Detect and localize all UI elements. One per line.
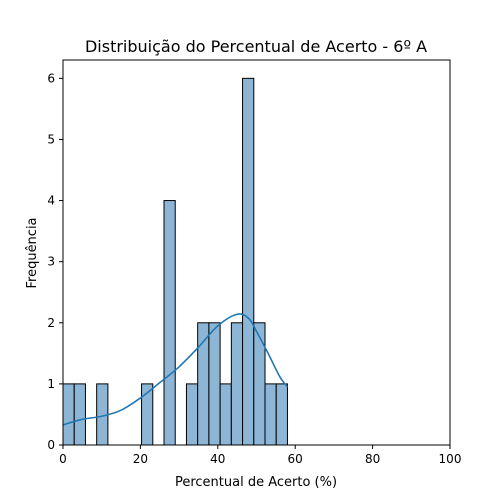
x-tick-label: 60 <box>288 452 303 466</box>
y-tick-label: 1 <box>47 377 55 391</box>
x-axis-label: Percentual de Acerto (%) <box>175 475 337 490</box>
histogram-bar <box>275 383 288 446</box>
y-tick-label: 3 <box>47 255 55 269</box>
y-axis-label: Frequência <box>25 217 40 288</box>
y-tick-label: 0 <box>47 438 55 452</box>
x-axis-ticks: 0 20 40 60 80 100 <box>59 445 461 466</box>
y-tick-label: 4 <box>47 194 55 208</box>
y-tick-label: 5 <box>47 132 55 146</box>
histogram-bar <box>264 383 277 446</box>
x-tick-label: 20 <box>133 452 148 466</box>
histogram-bar <box>208 322 221 446</box>
histogram-bar <box>253 322 266 446</box>
y-axis-ticks: 0 1 2 3 4 5 6 <box>47 71 63 452</box>
histogram-bar <box>62 383 75 446</box>
y-tick-label: 2 <box>47 316 55 330</box>
histogram-bar <box>185 383 199 446</box>
histogram-bar <box>230 322 244 446</box>
y-tick-label: 6 <box>47 71 55 85</box>
histogram-bar <box>73 383 86 446</box>
histogram-bar <box>163 200 176 446</box>
x-tick-label: 0 <box>59 452 67 466</box>
x-tick-label: 80 <box>365 452 380 466</box>
histogram-bar <box>219 383 232 446</box>
histogram-bar <box>242 77 255 446</box>
x-tick-label: 100 <box>439 452 462 466</box>
chart-title: Distribuição do Percentual de Acerto - 6… <box>85 37 427 56</box>
plot-frame <box>62 59 451 446</box>
x-tick-label: 40 <box>210 452 225 466</box>
kde-curve <box>62 313 289 426</box>
